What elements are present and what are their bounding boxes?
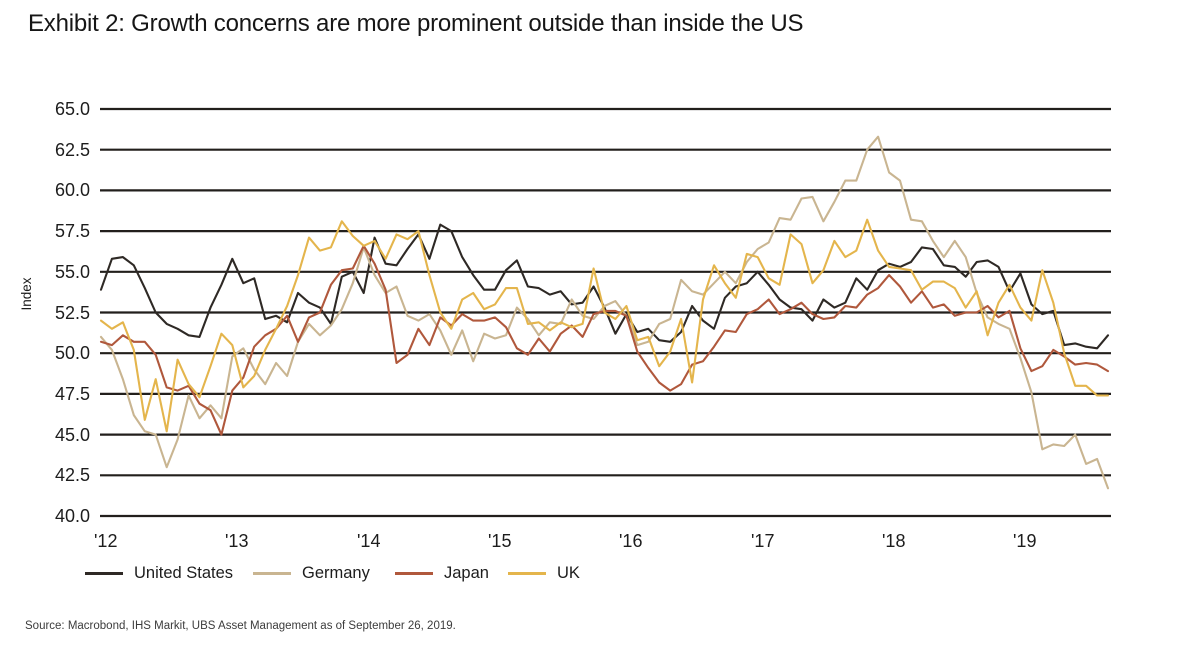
legend-item-uk: UK [508,564,580,583]
series-line-uk [99,218,1110,433]
y-tick-label: 47.5 [54,384,90,404]
y-tick-label: 60.0 [54,180,90,200]
y-tick-label: 62.5 [54,140,90,160]
x-tick-label: '16 [619,531,643,551]
united-states-line-swatch [85,572,123,575]
legend-item-japan: Japan [395,564,489,583]
y-tick-label: 42.5 [54,465,90,485]
x-tick-label: '14 [357,531,381,551]
x-tick-label: '18 [882,531,906,551]
x-tick-label: '19 [1013,531,1037,551]
x-tick-label: '15 [488,531,512,551]
legend-item-germany: Germany [253,564,370,583]
chart-title: Exhibit 2: Growth concerns are more prom… [28,10,804,37]
y-tick-label: 40.0 [54,506,90,526]
y-tick-label: 57.5 [54,221,90,241]
legend-label: UK [557,564,580,582]
y-tick-label: 50.0 [54,343,90,363]
source-note: Source: Macrobond, IHS Markit, UBS Asset… [25,620,456,632]
legend-label: United States [134,564,234,582]
series-line-germany [99,135,1110,490]
x-tick-label: '17 [751,531,775,551]
legend-label: Germany [302,564,370,582]
y-tick-label: 65.0 [54,99,90,119]
legend-item-united-states: United States [85,564,233,583]
x-tick-label: '13 [225,531,249,551]
japan-line-swatch [395,572,433,575]
y-tick-label: 55.0 [54,262,90,282]
y-tick-label: 52.5 [54,303,90,323]
series-line-japan [99,244,1110,436]
y-tick-label: 45.0 [54,425,90,445]
legend-label: Japan [444,564,489,582]
x-tick-label: '12 [94,531,118,551]
germany-line-swatch [253,572,291,575]
uk-line-swatch [508,572,546,575]
